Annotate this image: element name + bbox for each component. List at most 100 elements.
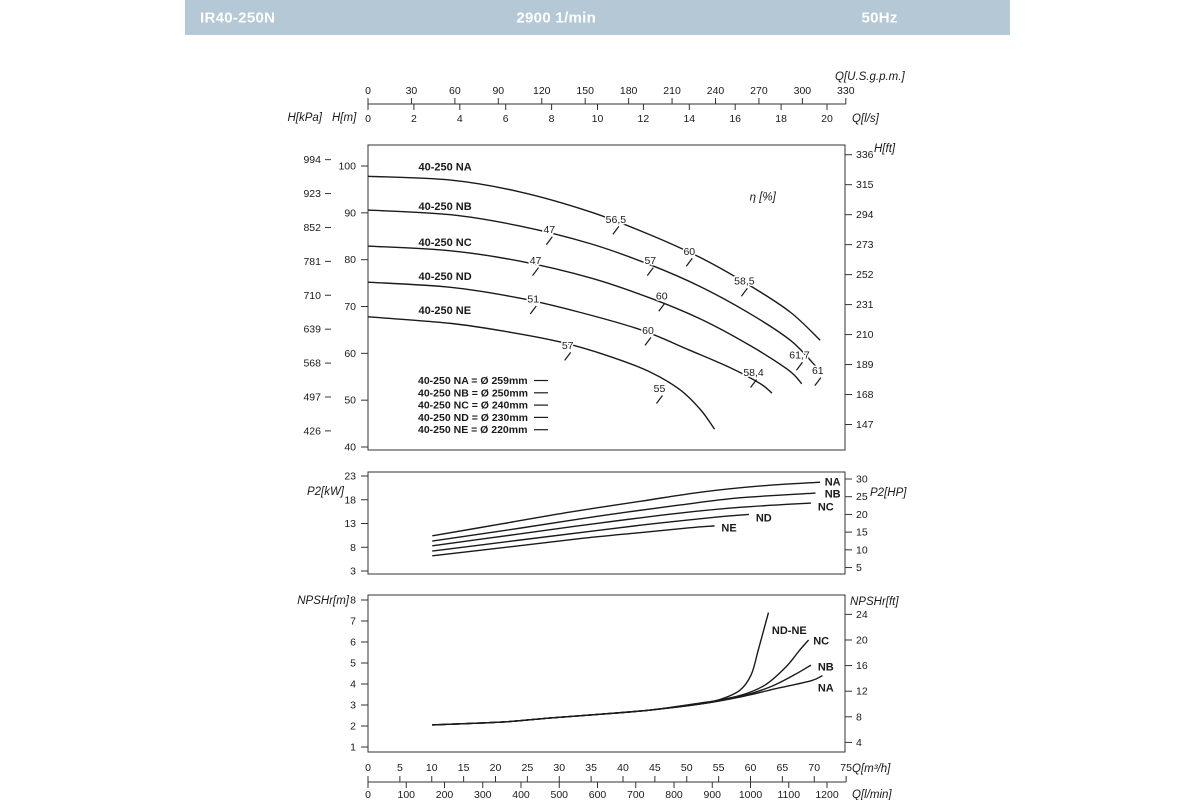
svg-text:25: 25 [522, 762, 534, 774]
svg-text:12: 12 [638, 113, 650, 125]
svg-text:4: 4 [350, 679, 356, 691]
header-bar: IR40-250N 2900 1/min 50Hz [185, 0, 1010, 35]
svg-text:500: 500 [550, 789, 568, 800]
svg-text:ND-NE: ND-NE [772, 625, 807, 637]
svg-text:51: 51 [527, 294, 539, 306]
svg-text:240: 240 [707, 85, 725, 97]
svg-text:252: 252 [856, 269, 874, 281]
svg-text:800: 800 [665, 789, 683, 800]
svg-text:35: 35 [585, 762, 597, 774]
curve-na [432, 481, 821, 537]
svg-text:NE: NE [721, 522, 736, 534]
svg-text:497: 497 [303, 391, 321, 403]
svg-text:40-250 NB = Ø 250mm: 40-250 NB = Ø 250mm [418, 387, 528, 399]
svg-text:55: 55 [713, 762, 725, 774]
curve-40-250-ne [367, 316, 716, 430]
svg-text:600: 600 [589, 789, 607, 800]
svg-text:0: 0 [365, 789, 371, 800]
svg-text:10: 10 [856, 544, 868, 556]
svg-text:210: 210 [856, 329, 874, 341]
svg-text:20: 20 [856, 634, 868, 646]
svg-text:336: 336 [856, 149, 874, 161]
svg-text:NC: NC [818, 501, 834, 513]
svg-text:7: 7 [350, 616, 356, 628]
svg-text:Q[m³/h]: Q[m³/h] [852, 763, 891, 775]
svg-text:60: 60 [683, 246, 695, 258]
svg-text:45: 45 [649, 762, 661, 774]
svg-text:58,5: 58,5 [734, 276, 755, 288]
svg-text:8: 8 [549, 113, 555, 125]
curve-40-250-na [367, 175, 821, 341]
svg-text:852: 852 [303, 222, 321, 234]
svg-text:16: 16 [729, 113, 741, 125]
svg-text:61: 61 [812, 365, 824, 377]
svg-text:426: 426 [303, 425, 321, 437]
pump-model: IR40-250N [200, 9, 276, 26]
svg-text:30: 30 [553, 762, 565, 774]
svg-text:180: 180 [620, 85, 638, 97]
svg-text:90: 90 [492, 85, 504, 97]
svg-text:0: 0 [365, 113, 371, 125]
svg-text:NPSHr[m]: NPSHr[m] [297, 595, 350, 607]
svg-text:Q[U.S.g.p.m.]: Q[U.S.g.p.m.] [835, 71, 905, 83]
svg-text:60: 60 [745, 762, 757, 774]
svg-text:294: 294 [856, 209, 874, 221]
svg-text:300: 300 [794, 85, 812, 97]
svg-text:24: 24 [856, 609, 868, 621]
svg-text:60: 60 [656, 291, 668, 303]
svg-text:18: 18 [344, 494, 356, 506]
svg-text:NPSHr[ft]: NPSHr[ft] [850, 596, 899, 608]
svg-text:40-250 NC = Ø 240mm: 40-250 NC = Ø 240mm [418, 400, 528, 412]
svg-text:60: 60 [449, 85, 461, 97]
svg-text:100: 100 [397, 789, 415, 800]
svg-text:3: 3 [350, 700, 356, 712]
svg-text:58,4: 58,4 [743, 367, 764, 379]
svg-text:639: 639 [303, 324, 321, 336]
svg-text:15: 15 [856, 527, 868, 539]
svg-text:40: 40 [617, 762, 629, 774]
svg-text:12: 12 [856, 686, 868, 698]
svg-text:25: 25 [856, 491, 868, 503]
svg-text:15: 15 [458, 762, 470, 774]
svg-text:H[ft]: H[ft] [874, 143, 896, 155]
svg-text:1100: 1100 [777, 789, 800, 800]
svg-text:210: 210 [663, 85, 681, 97]
svg-text:1200: 1200 [815, 789, 839, 800]
svg-text:5: 5 [397, 762, 403, 774]
svg-text:189: 189 [856, 359, 874, 371]
svg-text:H[kPa]: H[kPa] [287, 112, 322, 124]
svg-text:80: 80 [344, 254, 356, 266]
svg-text:20: 20 [490, 762, 502, 774]
curve-40-250-nd [367, 281, 773, 394]
svg-text:40: 40 [344, 442, 356, 454]
svg-text:781: 781 [303, 256, 321, 268]
svg-text:40-250 NB: 40-250 NB [418, 201, 471, 213]
svg-text:16: 16 [856, 660, 868, 672]
pump-speed: 2900 1/min [516, 9, 597, 26]
svg-text:40-250 NC: 40-250 NC [418, 237, 471, 249]
svg-text:8: 8 [856, 711, 862, 723]
svg-text:NA: NA [818, 683, 834, 695]
svg-text:57: 57 [562, 340, 574, 352]
svg-text:NA: NA [825, 477, 841, 489]
svg-text:30: 30 [856, 473, 868, 485]
pump-frequency: 50Hz [861, 9, 898, 26]
svg-text:400: 400 [512, 789, 530, 800]
svg-text:56,5: 56,5 [606, 214, 627, 226]
svg-text:H[m]: H[m] [332, 112, 357, 124]
svg-text:700: 700 [627, 789, 645, 800]
svg-text:10: 10 [426, 762, 438, 774]
svg-text:168: 168 [856, 389, 874, 401]
svg-text:10: 10 [592, 113, 604, 125]
head-chart-frame [367, 144, 846, 451]
svg-text:330: 330 [837, 85, 855, 97]
svg-text:273: 273 [856, 239, 874, 251]
power-chart-frame [367, 471, 846, 575]
svg-text:14: 14 [683, 113, 695, 125]
svg-text:47: 47 [543, 224, 555, 236]
svg-text:710: 710 [303, 290, 321, 302]
svg-text:20: 20 [821, 113, 833, 125]
svg-text:147: 147 [856, 419, 874, 431]
svg-text:120: 120 [533, 85, 551, 97]
